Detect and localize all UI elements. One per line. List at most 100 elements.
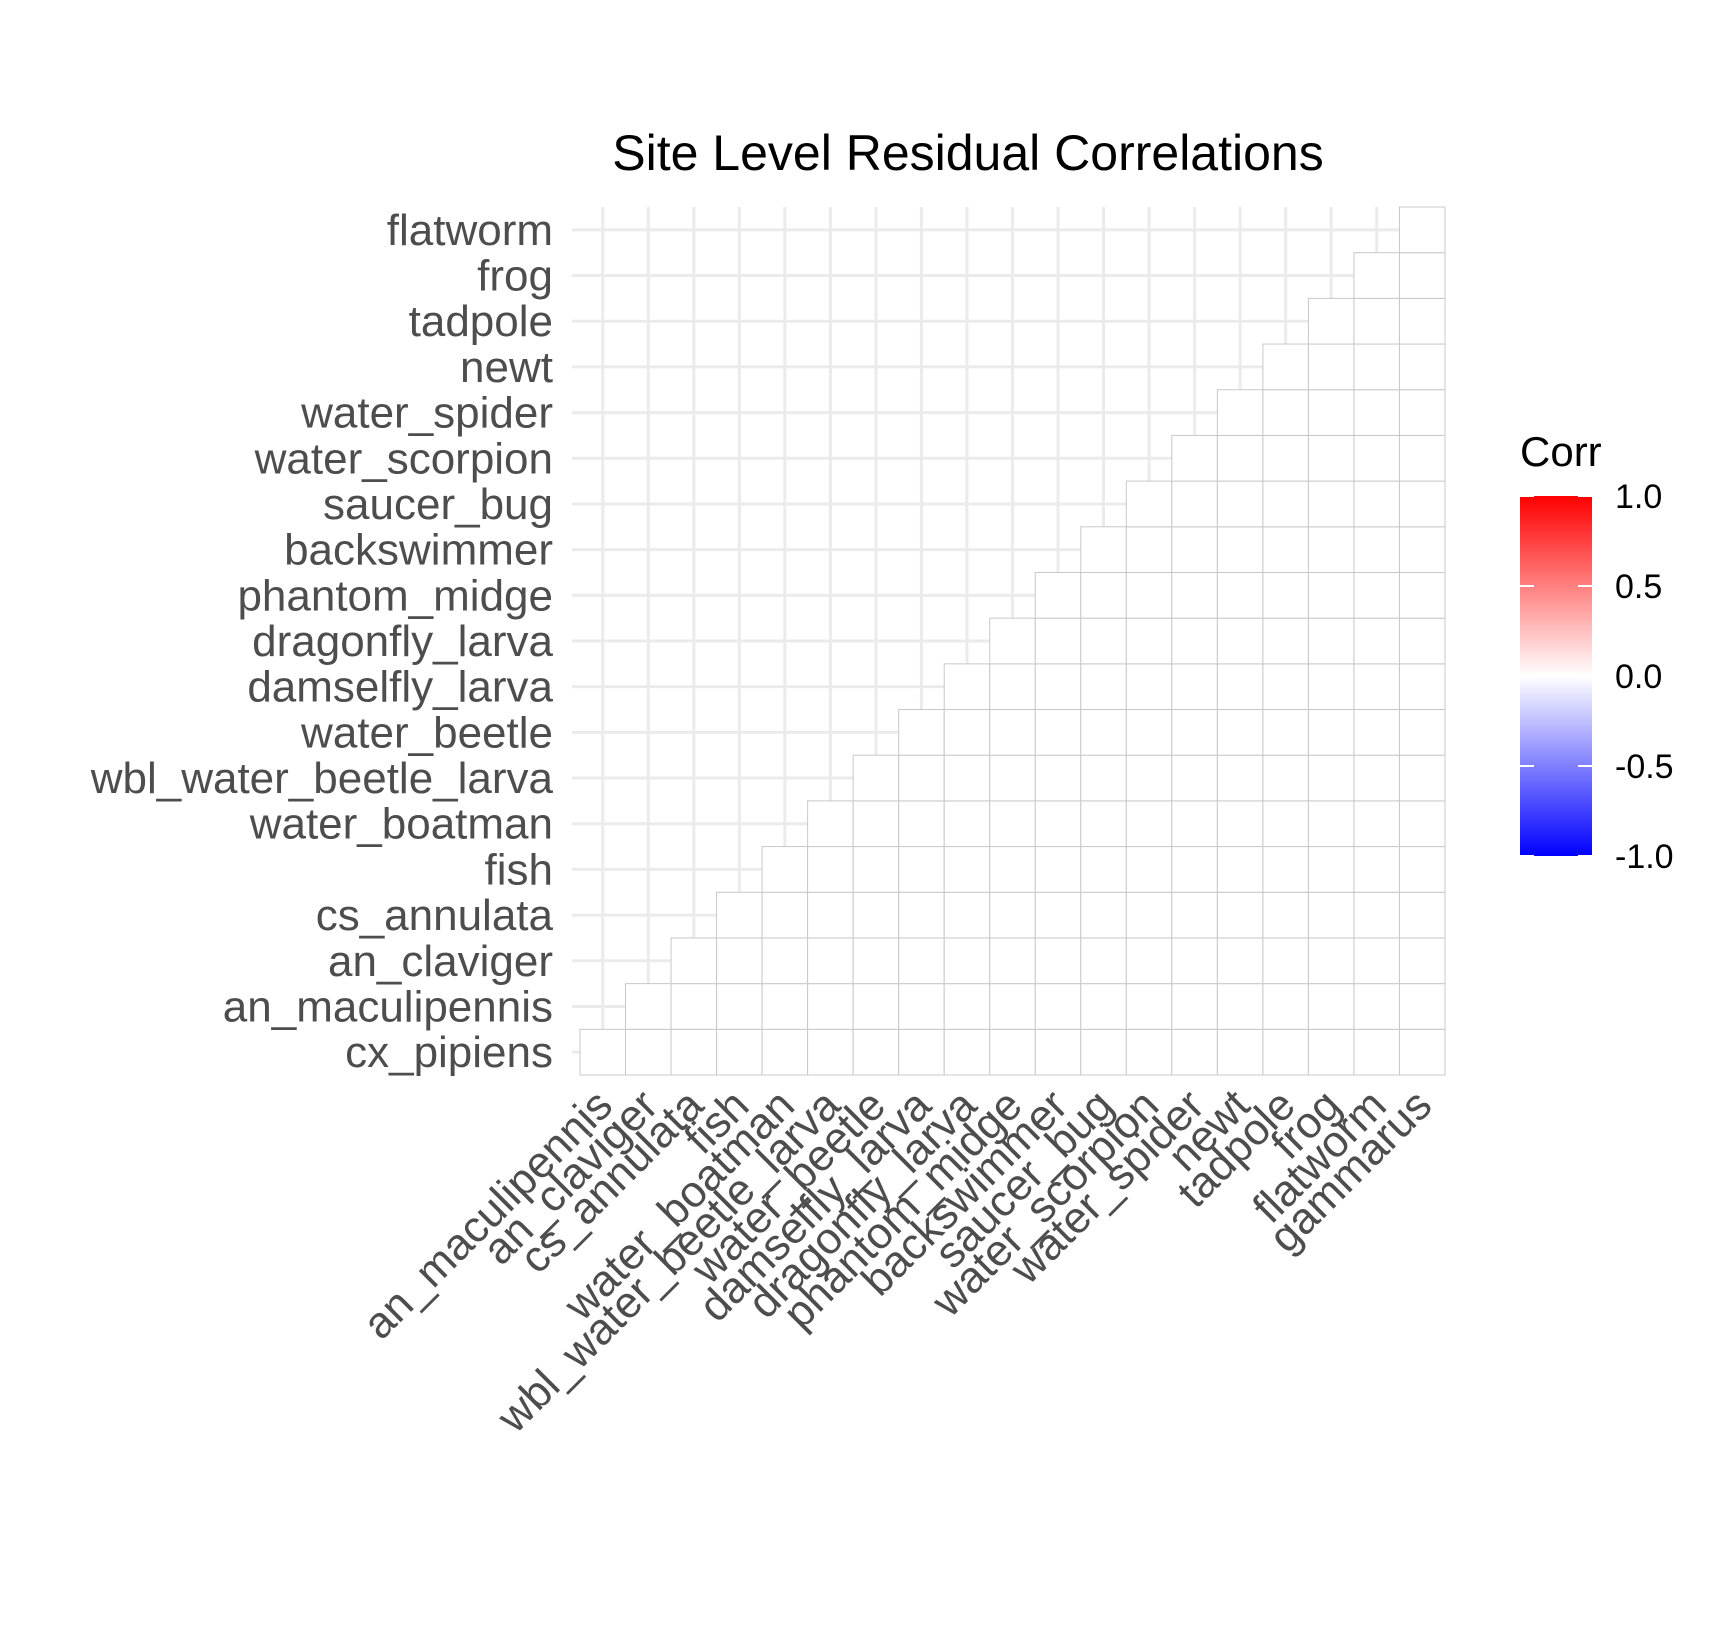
heatmap-cell	[1125, 709, 1173, 756]
heatmap-cell	[1216, 434, 1264, 482]
heatmap-cell	[716, 891, 763, 939]
heatmap-cell	[1398, 389, 1446, 436]
heatmap-cell	[898, 709, 945, 756]
heatmap-cell	[1080, 891, 1127, 939]
heatmap-cells	[579, 206, 1446, 1076]
heatmap-cell	[1307, 891, 1355, 939]
heatmap-cell	[898, 983, 945, 1030]
heatmap-cell	[1125, 754, 1173, 802]
heatmap-cell	[1353, 297, 1400, 345]
heatmap-cell	[807, 1028, 854, 1076]
chart-title: Site Level Residual Correlations	[612, 125, 1323, 181]
heatmap-cell	[1398, 206, 1446, 254]
heatmap-cell	[1080, 1028, 1127, 1076]
heatmap-cell	[943, 709, 991, 756]
heatmap-cell	[1080, 617, 1127, 665]
heatmap-cell	[1307, 434, 1355, 482]
heatmap-cell	[1125, 800, 1173, 848]
heatmap-cell	[1353, 709, 1400, 756]
heatmap-cell	[1034, 983, 1082, 1030]
heatmap-cell	[761, 846, 809, 893]
heatmap-cell	[898, 891, 945, 939]
heatmap-cell	[1307, 389, 1355, 436]
heatmap-cell	[1262, 663, 1309, 711]
heatmap-cell	[989, 800, 1036, 848]
heatmap-cell	[852, 937, 900, 985]
heatmap-cell	[1034, 937, 1082, 985]
heatmap-cell	[1398, 1028, 1446, 1076]
heatmap-cell	[943, 891, 991, 939]
heatmap-cell	[943, 937, 991, 985]
heatmap-cell	[1398, 846, 1446, 893]
y-tick-label: water_boatman	[249, 800, 553, 849]
heatmap-cell	[1398, 983, 1446, 1030]
heatmap-cell	[1034, 891, 1082, 939]
heatmap-cell	[1262, 1028, 1309, 1076]
y-axis-tick-labels: cx_pipiensan_maculipennisan_clavigercs_a…	[90, 206, 554, 1077]
y-tick-label: cs_annulata	[316, 891, 554, 940]
heatmap-cell	[761, 983, 809, 1030]
heatmap-cell	[1307, 1028, 1355, 1076]
heatmap-cell	[1262, 617, 1309, 665]
heatmap-cell	[989, 937, 1036, 985]
heatmap-cell	[852, 846, 900, 893]
heatmap-cell	[1034, 800, 1082, 848]
heatmap-cell	[1262, 571, 1309, 619]
heatmap-cell	[1171, 1028, 1218, 1076]
heatmap-cell	[1353, 1028, 1400, 1076]
heatmap-cell	[1398, 252, 1446, 299]
heatmap-cell	[807, 846, 854, 893]
heatmap-cell	[1307, 571, 1355, 619]
heatmap-cell	[1262, 754, 1309, 802]
heatmap-cell	[1307, 800, 1355, 848]
heatmap-cell	[1080, 709, 1127, 756]
legend-tick-label: -0.5	[1615, 748, 1674, 786]
heatmap-cell	[852, 800, 900, 848]
heatmap-cell	[1216, 800, 1264, 848]
heatmap-cell	[1080, 983, 1127, 1030]
heatmap-cell	[1125, 663, 1173, 711]
heatmap-cell	[1171, 480, 1218, 528]
heatmap-cell	[1262, 343, 1309, 391]
heatmap-cell	[1216, 389, 1264, 436]
heatmap-cell	[1125, 480, 1173, 528]
heatmap-cell	[1398, 526, 1446, 573]
heatmap-cell	[1216, 754, 1264, 802]
heatmap-cell	[1034, 617, 1082, 665]
heatmap-cell	[716, 1028, 763, 1076]
heatmap-cell	[807, 937, 854, 985]
legend-tick-label: 0.5	[1615, 568, 1662, 606]
heatmap-cell	[1171, 800, 1218, 848]
y-tick-label: frog	[477, 252, 553, 301]
heatmap-cell	[1262, 846, 1309, 893]
heatmap-cell	[1353, 937, 1400, 985]
y-tick-label: cx_pipiens	[345, 1028, 553, 1077]
heatmap-cell	[1353, 617, 1400, 665]
heatmap-cell	[1262, 389, 1309, 436]
heatmap-cell	[1353, 434, 1400, 482]
y-tick-label: fish	[485, 845, 553, 894]
heatmap-cell	[943, 1028, 991, 1076]
heatmap-cell	[807, 983, 854, 1030]
heatmap-cell	[1398, 571, 1446, 619]
heatmap-cell	[1171, 434, 1218, 482]
y-tick-label: water_spider	[300, 389, 553, 438]
heatmap-cell	[1307, 846, 1355, 893]
heatmap-cell	[1216, 663, 1264, 711]
heatmap-cell	[1307, 754, 1355, 802]
heatmap-cell	[1216, 571, 1264, 619]
heatmap-cell	[1080, 754, 1127, 802]
heatmap-cell	[1125, 617, 1173, 665]
heatmap-cell	[1216, 617, 1264, 665]
heatmap-cell	[898, 937, 945, 985]
heatmap-cell	[1216, 937, 1264, 985]
heatmap-cell	[1080, 846, 1127, 893]
heatmap-cell	[1398, 343, 1446, 391]
heatmap-cell	[1398, 434, 1446, 482]
heatmap-cell	[1353, 846, 1400, 893]
heatmap-cell	[989, 709, 1036, 756]
heatmap-cell	[1307, 480, 1355, 528]
heatmap-cell	[1262, 709, 1309, 756]
y-tick-label: water_scorpion	[254, 434, 553, 483]
